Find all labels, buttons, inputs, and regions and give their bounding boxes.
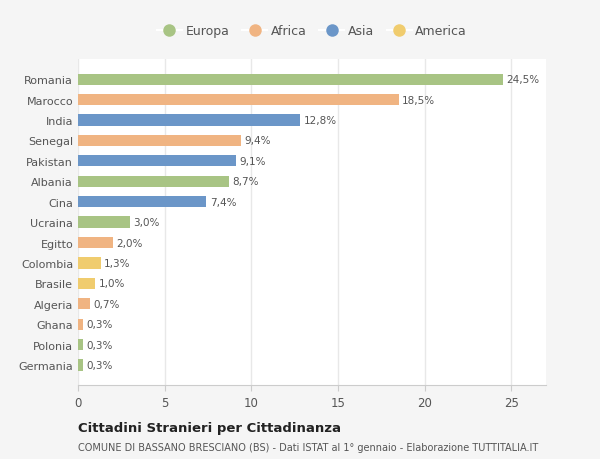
- Text: 1,3%: 1,3%: [104, 258, 131, 269]
- Bar: [78, 196, 206, 208]
- Bar: [78, 319, 83, 330]
- Bar: [78, 176, 229, 187]
- Text: 18,5%: 18,5%: [402, 95, 435, 106]
- Text: 12,8%: 12,8%: [304, 116, 337, 126]
- Text: 1,0%: 1,0%: [99, 279, 125, 289]
- Bar: [78, 298, 90, 310]
- Bar: [78, 95, 398, 106]
- Bar: [78, 217, 130, 228]
- Bar: [78, 237, 113, 249]
- Bar: [78, 135, 241, 147]
- Bar: [78, 339, 83, 350]
- Text: 3,0%: 3,0%: [133, 218, 160, 228]
- Text: 9,4%: 9,4%: [244, 136, 271, 146]
- Bar: [78, 74, 503, 86]
- Legend: Europa, Africa, Asia, America: Europa, Africa, Asia, America: [152, 20, 472, 43]
- Text: 0,3%: 0,3%: [86, 340, 113, 350]
- Bar: [78, 156, 236, 167]
- Text: 9,1%: 9,1%: [239, 157, 266, 167]
- Text: 24,5%: 24,5%: [506, 75, 539, 85]
- Text: 7,4%: 7,4%: [210, 197, 236, 207]
- Text: Cittadini Stranieri per Cittadinanza: Cittadini Stranieri per Cittadinanza: [78, 421, 341, 434]
- Text: 0,3%: 0,3%: [86, 360, 113, 370]
- Bar: [78, 258, 101, 269]
- Bar: [78, 359, 83, 371]
- Text: 2,0%: 2,0%: [116, 238, 143, 248]
- Bar: [78, 115, 300, 126]
- Text: 0,7%: 0,7%: [94, 299, 120, 309]
- Text: COMUNE DI BASSANO BRESCIANO (BS) - Dati ISTAT al 1° gennaio - Elaborazione TUTTI: COMUNE DI BASSANO BRESCIANO (BS) - Dati …: [78, 442, 538, 452]
- Text: 8,7%: 8,7%: [232, 177, 259, 187]
- Text: 0,3%: 0,3%: [86, 319, 113, 330]
- Bar: [78, 278, 95, 289]
